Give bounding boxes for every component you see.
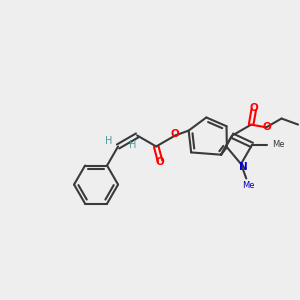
- Text: H: H: [105, 136, 112, 146]
- Text: Me: Me: [242, 182, 254, 190]
- Text: O: O: [249, 103, 258, 113]
- Text: H: H: [129, 140, 136, 150]
- Text: O: O: [263, 122, 272, 132]
- Text: Me: Me: [272, 140, 285, 149]
- Text: O: O: [171, 130, 180, 140]
- Text: O: O: [156, 157, 164, 167]
- Text: N: N: [238, 162, 247, 172]
